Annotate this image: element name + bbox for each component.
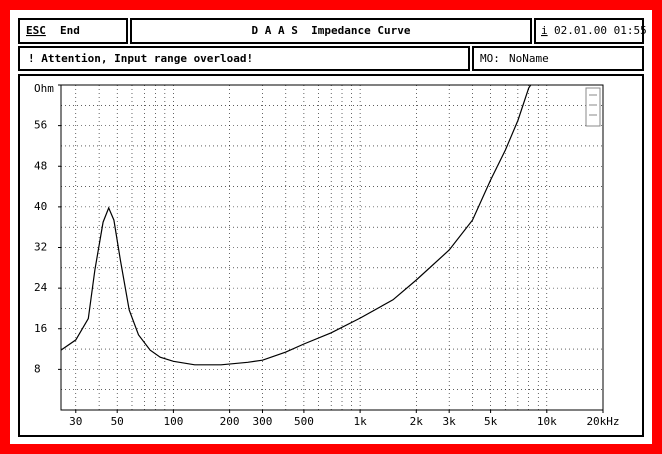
title: D A A S Impedance Curve — [252, 24, 411, 37]
x-tick-label: 10k — [537, 415, 557, 428]
x-tick-label: 1k — [353, 415, 367, 428]
datetime: 02.01.00 01:55 — [554, 24, 647, 37]
x-tick-label: 30 — [69, 415, 82, 428]
y-tick-label: 40 — [34, 200, 47, 213]
title-box — [130, 18, 532, 44]
memory-box[interactable] — [472, 46, 644, 71]
x-tick-label: 2k — [410, 415, 424, 428]
status-message: ! Attention, Input range overload! — [28, 52, 253, 65]
y-tick-label: 8 — [34, 362, 41, 375]
esc-key[interactable]: ESC — [26, 24, 46, 37]
plot: 30 50 100 200 300 500 1k 2k 3k 5k 10k 20kHz 8 16 24 32 4… — [34, 82, 620, 428]
esc-box[interactable] — [18, 18, 128, 44]
icon-frame[interactable] — [585, 87, 601, 127]
y-tick-label: 56 — [34, 119, 47, 132]
x-tick-label: 5k — [484, 415, 498, 428]
scroll-icon[interactable] — [585, 87, 601, 127]
y-tick-label: Ohm — [34, 82, 54, 95]
y-tick-label: 24 — [34, 281, 48, 294]
y-tick-label: 16 — [34, 322, 47, 335]
y-tick-label: 32 — [34, 241, 47, 254]
chart-frame — [18, 74, 644, 437]
memory-key[interactable]: MO: — [480, 52, 500, 65]
y-tick-label: 48 — [34, 159, 47, 172]
impedance-curve — [60, 84, 532, 366]
x-tick-label: 3k — [443, 415, 457, 428]
x-tick-label: 50 — [111, 415, 124, 428]
x-tick-label: 100 — [163, 415, 183, 428]
info-key[interactable]: i — [541, 24, 548, 37]
x-tick-label: 500 — [294, 415, 314, 428]
end-label[interactable]: End — [60, 24, 80, 37]
x-tick-label: 200 — [220, 415, 240, 428]
memory-name: NoName — [509, 52, 549, 65]
info-box[interactable] — [534, 18, 644, 44]
x-tick-label: 300 — [253, 415, 273, 428]
status-box — [18, 46, 470, 71]
x-tick-label: 20kHz — [586, 415, 619, 428]
